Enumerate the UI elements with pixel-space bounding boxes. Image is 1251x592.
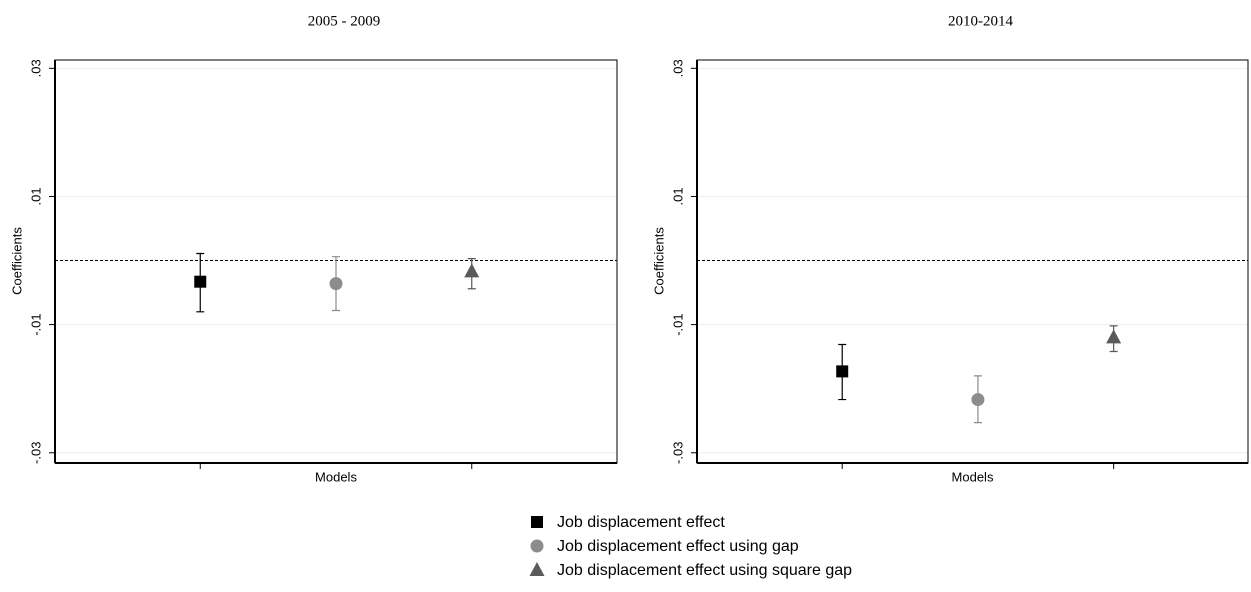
marker-square bbox=[194, 275, 207, 288]
y-tick-label: -.01 bbox=[28, 313, 43, 335]
y-tick-label: .03 bbox=[670, 59, 685, 77]
y-axis-label: Coefficients bbox=[9, 227, 24, 295]
y-tick-label: -.03 bbox=[670, 442, 685, 464]
y-tick-label: .03 bbox=[28, 59, 43, 77]
x-axis-label: Models bbox=[315, 469, 357, 484]
x-axis-label: Models bbox=[952, 469, 994, 484]
marker-circle bbox=[329, 277, 343, 291]
y-tick-label: -.01 bbox=[670, 313, 685, 335]
marker-triangle bbox=[529, 562, 545, 576]
panel-title: 2005 - 2009 bbox=[308, 13, 381, 29]
y-tick-label: -.03 bbox=[28, 442, 43, 464]
y-tick-label: .01 bbox=[28, 187, 43, 205]
y-tick-label: .01 bbox=[670, 187, 685, 205]
marker-circle bbox=[530, 539, 544, 553]
y-axis-label: Coefficients bbox=[651, 227, 666, 295]
marker-square bbox=[531, 516, 543, 528]
legend-label: Job displacement effect using square gap bbox=[557, 562, 852, 579]
marker-triangle bbox=[464, 263, 480, 278]
marker-circle bbox=[971, 393, 985, 407]
legend-label: Job displacement effect using gap bbox=[557, 538, 799, 555]
marker-triangle bbox=[1106, 329, 1122, 344]
marker-square bbox=[836, 365, 849, 378]
legend-label: Job displacement effect bbox=[557, 514, 725, 531]
panel-title: 2010-2014 bbox=[948, 13, 1013, 29]
